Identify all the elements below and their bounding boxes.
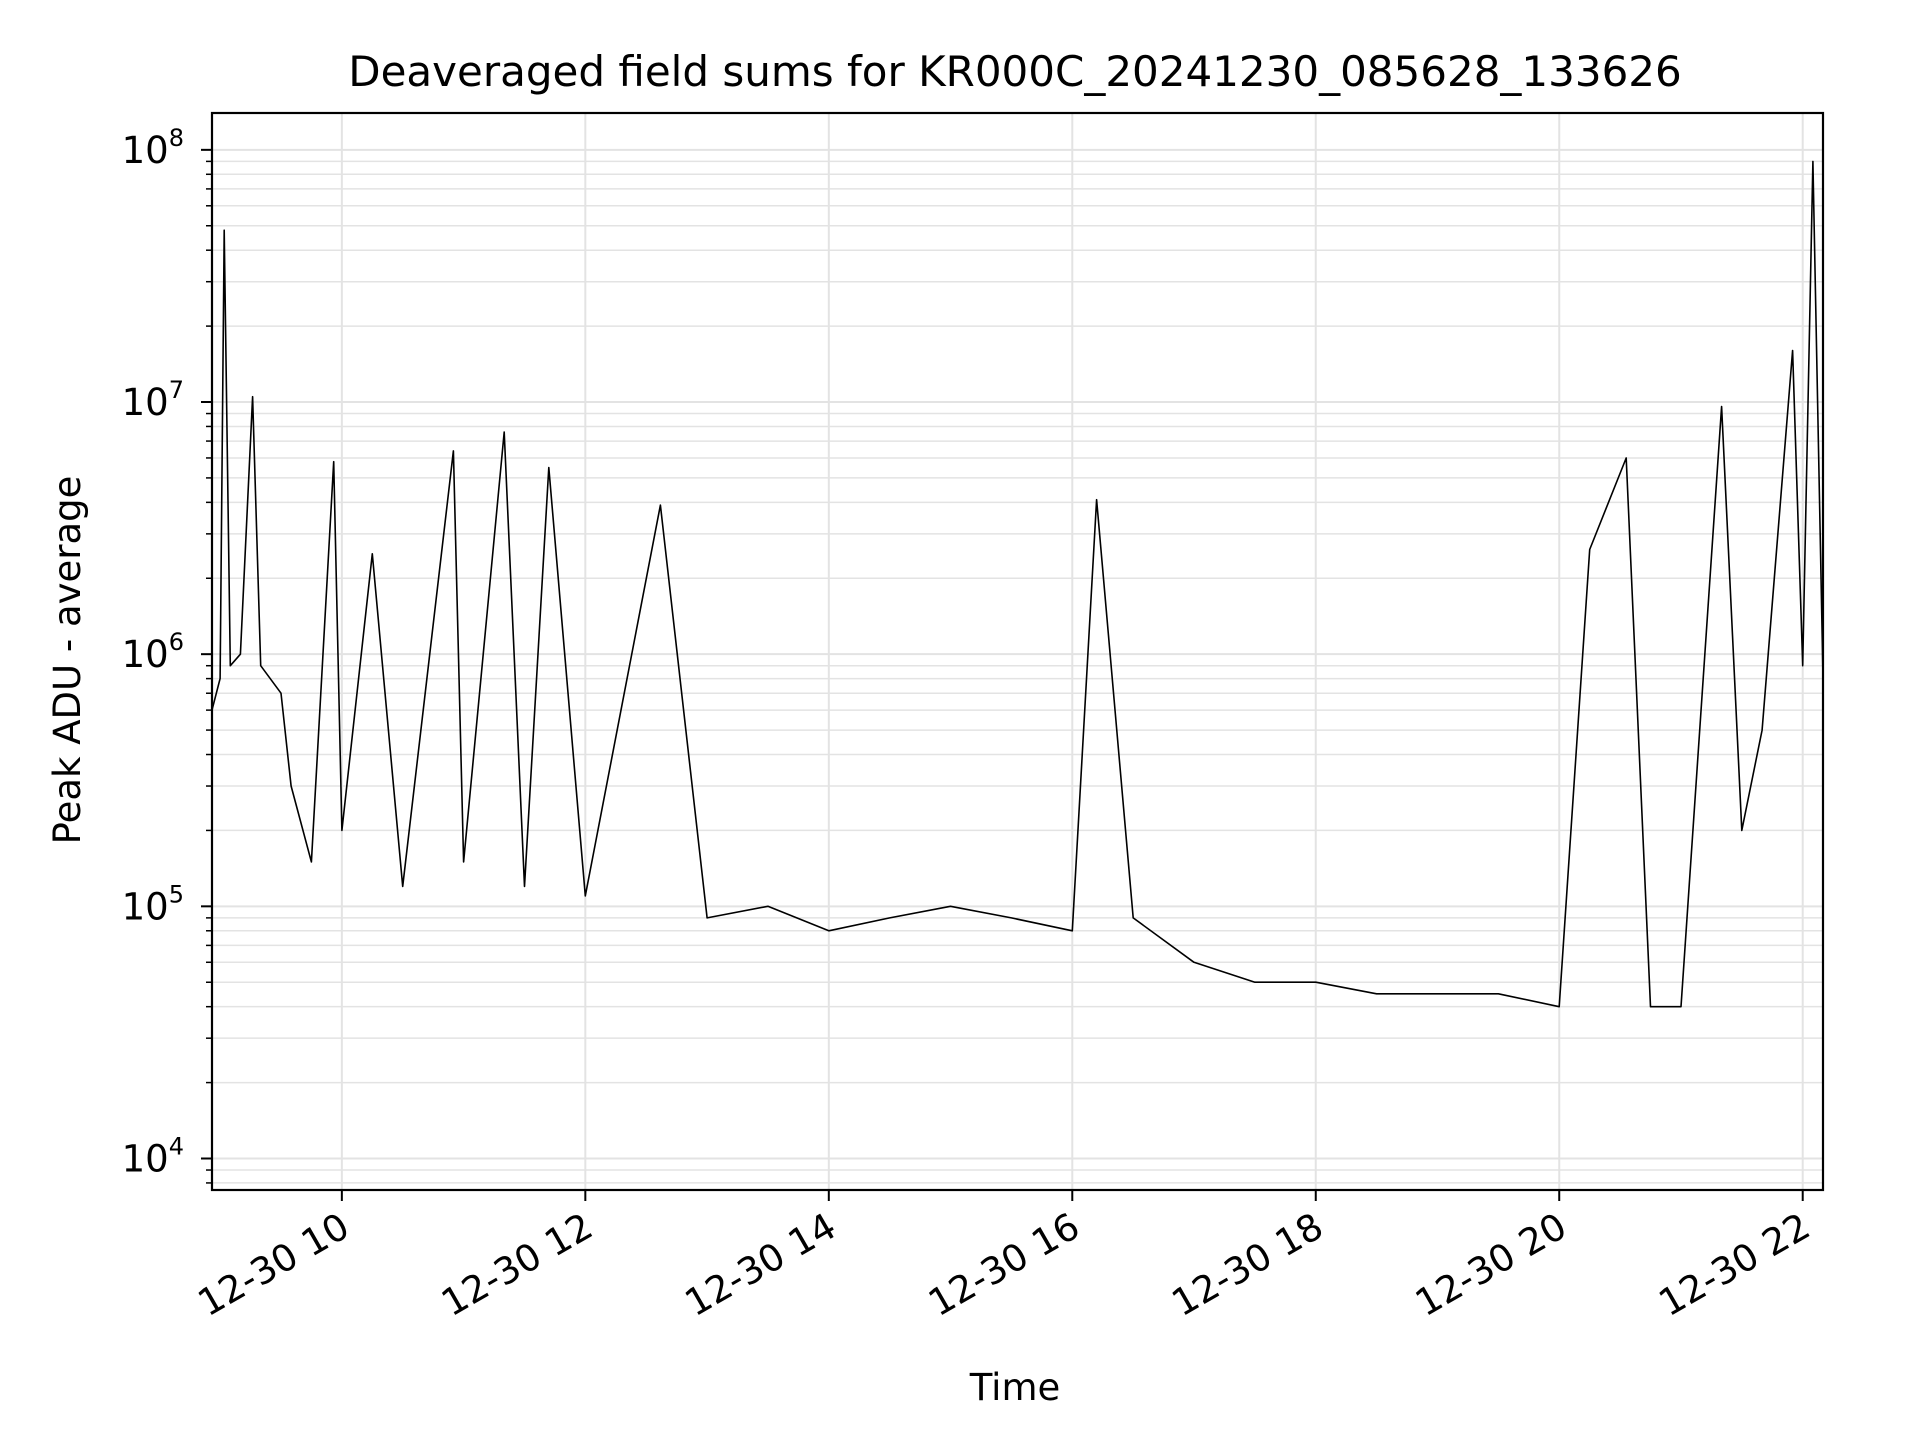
y-tick-label: 108 [122,124,184,172]
y-axis: 104 105 106 107 108 [122,124,212,1184]
x-axis-label: Time [969,1366,1061,1409]
series-group [211,160,1824,1008]
series-line [211,160,1824,1008]
y-axis-label: Peak ADU - average [46,476,89,845]
chart-title: Deaveraged field sums for KR000C_2024123… [348,47,1682,96]
y-tick-label: 107 [122,376,184,424]
y-tick-label: 104 [122,1132,184,1180]
grid [212,113,1823,1190]
plot-frame [210,111,1825,1192]
y-tick-label: 106 [122,628,184,676]
y-tick-label: 105 [122,880,184,928]
